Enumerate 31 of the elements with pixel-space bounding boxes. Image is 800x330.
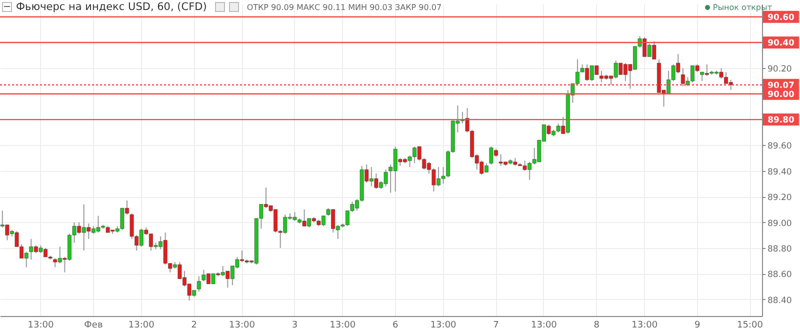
x-tick-label: 15:00 bbox=[737, 320, 764, 330]
y-tick-label: 88.60 bbox=[768, 270, 792, 280]
x-tick-label: 9 bbox=[694, 320, 700, 330]
x-tick-label: 3 bbox=[292, 320, 298, 330]
y-tick-label: 89.00 bbox=[768, 218, 792, 229]
x-tick-label: 13:00 bbox=[229, 320, 256, 330]
x-tick-label: 8 bbox=[594, 320, 600, 330]
y-tick-label: 89.20 bbox=[768, 193, 792, 204]
candlestick bbox=[196, 276, 201, 292]
y-tick-label: 88.40 bbox=[768, 296, 792, 306]
y-tick-label: 89.60 bbox=[768, 142, 792, 152]
x-tick-label: 13:00 bbox=[128, 320, 155, 330]
ref-line-label: 90.00 bbox=[768, 90, 795, 100]
x-tick-label: 13:00 bbox=[430, 320, 457, 330]
annotation: ОТКР 90.09 МАКС 90.11 МИН 90.03 ЗАКР 90.07 bbox=[246, 2, 442, 12]
x-tick-label: 13:00 bbox=[530, 320, 558, 330]
x-tick-label: 13:00 bbox=[330, 320, 356, 330]
x-tick-label: 6 bbox=[392, 320, 399, 330]
ref-line-label: 90.40 bbox=[768, 38, 795, 49]
ref-line-label: 90.07 bbox=[768, 80, 795, 91]
ref-line-label: 89.80 bbox=[768, 116, 795, 126]
y-tick-label: 88.80 bbox=[768, 244, 792, 254]
chart-title: Фьючерс на индекс USD, 60, (CFD) bbox=[16, 1, 207, 13]
ref-line-label: 90.60 bbox=[768, 12, 795, 23]
x-tick-label: 7 bbox=[493, 320, 499, 330]
x-tick-label: 2 bbox=[191, 320, 197, 330]
x-tick-label: 13:00 bbox=[28, 320, 54, 330]
y-tick-label: 89.40 bbox=[768, 167, 792, 178]
y-tick-label: 90.20 bbox=[768, 64, 792, 75]
x-tick-label: Фев bbox=[84, 320, 103, 330]
x-tick-label: 13:00 bbox=[632, 320, 658, 330]
